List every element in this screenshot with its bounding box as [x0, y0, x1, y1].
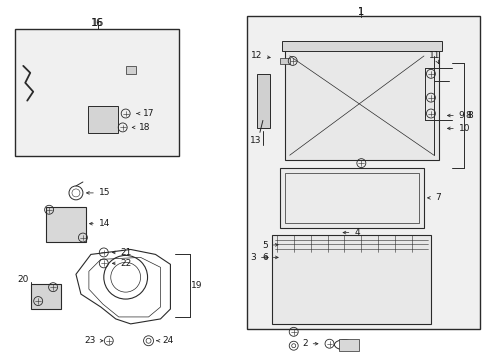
Bar	[281, 41, 441, 51]
Bar	[284, 173, 418, 223]
Text: 13: 13	[250, 136, 261, 145]
Bar	[339, 339, 359, 351]
Bar	[284, 46, 438, 160]
Bar	[279, 58, 289, 64]
Text: 12: 12	[250, 51, 270, 60]
Text: 1: 1	[358, 7, 364, 17]
Text: 4: 4	[343, 228, 359, 237]
Text: 6: 6	[262, 253, 278, 262]
Bar	[271, 235, 430, 324]
Text: 7: 7	[427, 193, 440, 202]
Text: 21: 21	[112, 248, 132, 257]
Text: 16: 16	[92, 18, 104, 28]
Text: 5: 5	[262, 241, 278, 250]
Text: 1: 1	[358, 7, 364, 17]
Text: 11: 11	[428, 51, 440, 63]
Text: 24: 24	[157, 336, 173, 345]
Text: 17: 17	[137, 109, 154, 118]
Text: 14: 14	[89, 219, 110, 228]
Bar	[125, 66, 135, 74]
Bar	[246, 16, 479, 329]
Text: 19: 19	[190, 281, 202, 290]
Text: 18: 18	[132, 123, 150, 132]
Text: 20: 20	[18, 275, 29, 284]
Text: 2: 2	[302, 339, 317, 348]
Bar	[256, 74, 269, 129]
Text: 10: 10	[447, 124, 469, 133]
Text: 22: 22	[112, 259, 132, 268]
Bar	[15, 29, 179, 156]
Text: 15: 15	[86, 188, 110, 197]
Text: 23: 23	[84, 336, 103, 345]
Text: 16: 16	[91, 18, 103, 28]
Bar	[46, 207, 86, 242]
Text: 9: 9	[447, 111, 464, 120]
Bar	[279, 168, 423, 228]
Bar	[88, 105, 118, 133]
Text: 3: 3	[250, 253, 267, 262]
Bar	[31, 284, 61, 309]
Text: 8: 8	[465, 111, 470, 120]
Text: 8: 8	[467, 111, 472, 120]
